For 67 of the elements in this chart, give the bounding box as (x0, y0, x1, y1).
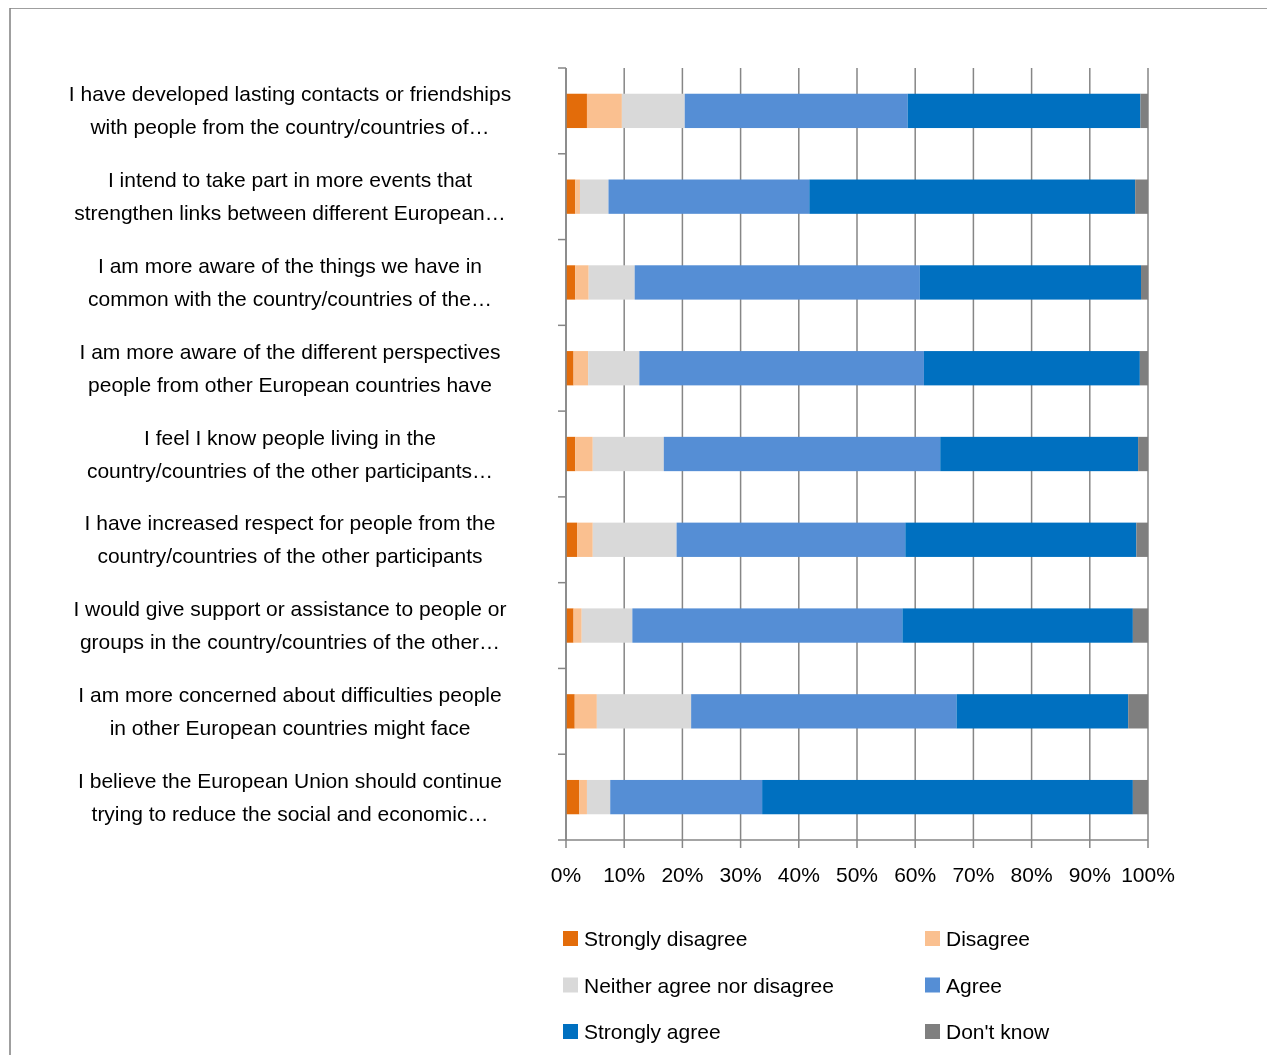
bar (588, 351, 640, 386)
y-tick-label: I have developed lasting contacts or friendships with people from the country/countries of… (68, 82, 512, 139)
y-tick-label: I am more concerned about difficulties people in other European countries might face (78, 682, 502, 739)
x-tick-label: 40% (777, 863, 820, 886)
bar (566, 93, 587, 129)
bar (905, 522, 1137, 557)
y-tick-label: I intend to take part in more events that strengthen links between different European… (74, 168, 506, 225)
bar (596, 694, 692, 729)
x-tick-label: 10% (603, 863, 646, 886)
bar (573, 351, 589, 386)
y-tick-label: I have increased respect for people from the country/countries of the other participants (84, 511, 496, 568)
bar (902, 608, 1133, 643)
y-tick-label: I would give support or assistance to people or groups in the country/countries of the other… (73, 597, 507, 654)
bar (809, 179, 1136, 214)
bar (762, 779, 1133, 815)
bar (639, 351, 924, 386)
bar (575, 265, 589, 300)
x-tick-label: 30% (719, 863, 762, 886)
bar (592, 522, 677, 557)
x-tick-label: 100% (1121, 863, 1175, 886)
x-tick-label: 0% (550, 863, 582, 886)
bar (574, 694, 597, 729)
legend-label: Don't know (946, 1020, 1051, 1043)
bar (621, 93, 685, 129)
bar (566, 694, 575, 729)
bar (566, 522, 578, 557)
y-tick-label: I am more aware of the different perspectives people from other European countries have (79, 339, 501, 396)
legend-label: Neither agree nor disagree (584, 973, 834, 997)
bar (923, 351, 1140, 386)
bar (691, 694, 957, 729)
x-tick-label: 20% (661, 863, 704, 886)
y-tick-label: I am more aware of the things we have in common with the country/countries of the… (88, 253, 492, 310)
bar (632, 608, 903, 643)
bar (586, 779, 611, 815)
bar (956, 694, 1129, 729)
bar (684, 93, 908, 129)
bar (919, 265, 1142, 300)
legend-label: Disagree (946, 927, 1031, 950)
bar (608, 179, 810, 214)
bar (663, 436, 941, 472)
bar (575, 179, 580, 214)
bar (592, 436, 664, 472)
x-tick-label: 80% (1010, 863, 1053, 886)
bar (586, 93, 622, 129)
bar (610, 779, 763, 815)
x-tick-label: 60% (894, 863, 937, 886)
bar (588, 265, 635, 300)
bar (566, 608, 574, 643)
bar (907, 93, 1141, 129)
x-tick-label: 70% (952, 863, 995, 886)
bar (634, 265, 920, 300)
y-tick-label: I feel I know people living in the country/countries of the other participants… (86, 425, 494, 482)
bar (581, 608, 633, 643)
bar (573, 608, 582, 643)
bar (577, 522, 593, 557)
bar (579, 179, 609, 214)
legend-label: Strongly disagree (584, 927, 748, 950)
y-tick-label: I believe the European Union should continue trying to reduce the social and economic… (78, 768, 502, 825)
x-tick-label: 90% (1068, 863, 1111, 886)
bar (575, 436, 593, 472)
bar (579, 779, 587, 815)
legend-label: Strongly agree (584, 1020, 721, 1043)
x-tick-label: 50% (835, 863, 879, 886)
bar (940, 436, 1139, 472)
bar (566, 351, 574, 386)
legend-label: Agree (946, 973, 1003, 997)
bar (676, 522, 906, 557)
